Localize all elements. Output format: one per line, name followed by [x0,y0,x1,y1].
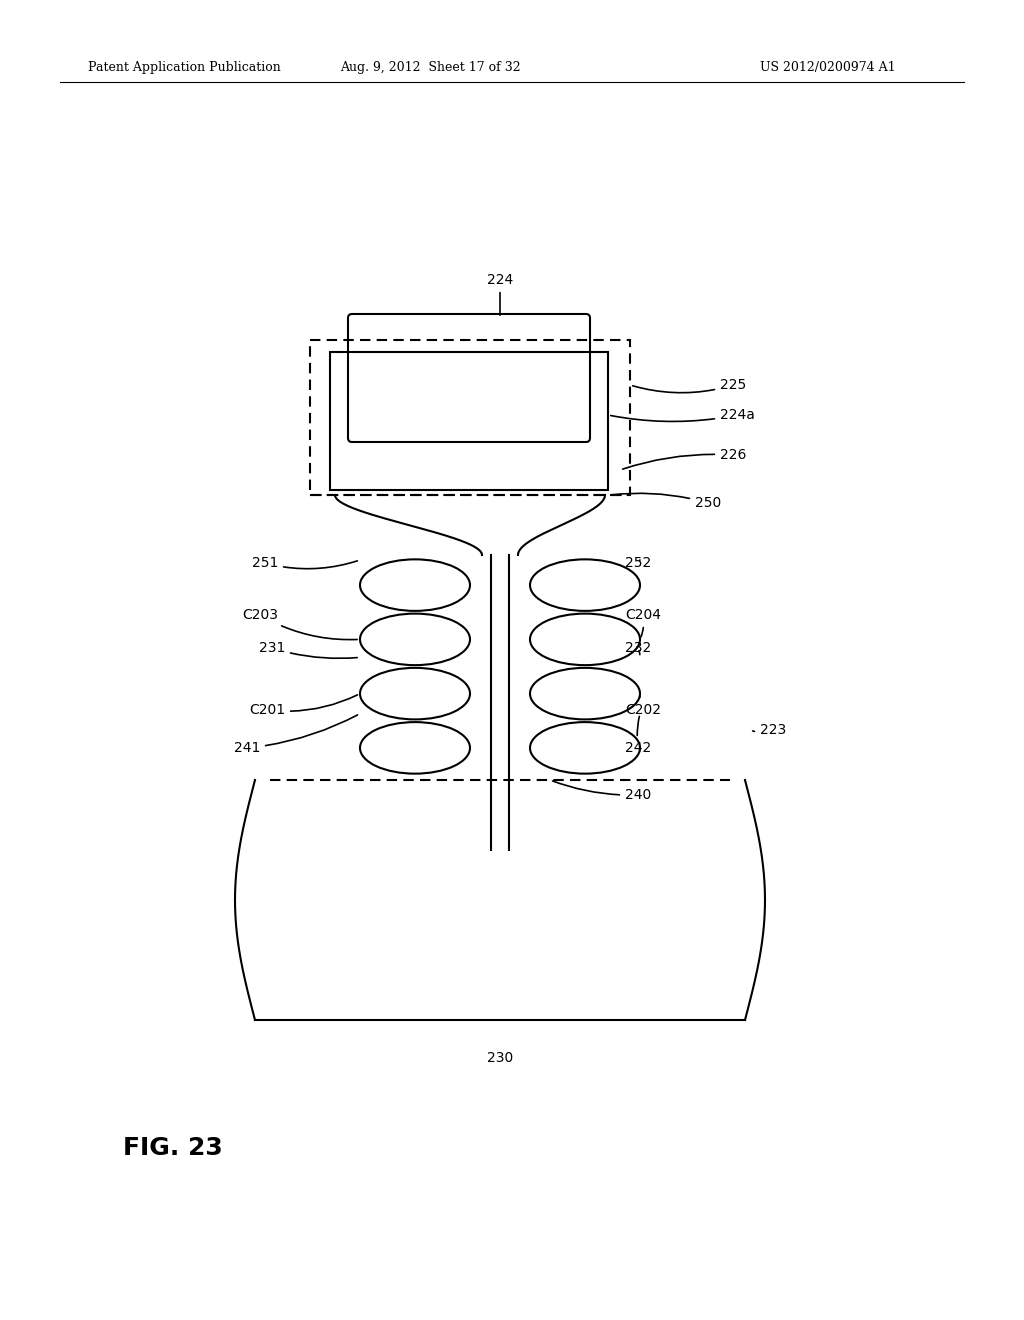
Text: Aug. 9, 2012  Sheet 17 of 32: Aug. 9, 2012 Sheet 17 of 32 [340,62,520,74]
Bar [310,341,630,495]
Text: Patent Application Publication: Patent Application Publication [88,62,281,74]
Text: 242: 242 [625,717,651,755]
Text: 231: 231 [259,642,357,659]
Text: 240: 240 [553,781,651,803]
Text: 223: 223 [753,723,786,737]
Text: C203: C203 [242,609,357,640]
Text: 250: 250 [612,494,721,510]
Text: 225: 225 [633,378,746,393]
Text: 251: 251 [252,556,357,570]
Text: 226: 226 [623,447,746,469]
Text: 224: 224 [486,273,513,315]
Text: 232: 232 [625,642,651,655]
Text: 252: 252 [625,556,651,570]
Bar [330,352,608,490]
Text: C201: C201 [249,694,357,717]
Text: FIG. 23: FIG. 23 [123,1137,222,1160]
Text: C202: C202 [625,697,662,717]
Text: US 2012/0200974 A1: US 2012/0200974 A1 [760,62,896,74]
Text: 241: 241 [233,715,357,755]
Text: C204: C204 [625,609,662,636]
Text: 230: 230 [486,1051,513,1065]
Text: 224a: 224a [610,408,755,422]
